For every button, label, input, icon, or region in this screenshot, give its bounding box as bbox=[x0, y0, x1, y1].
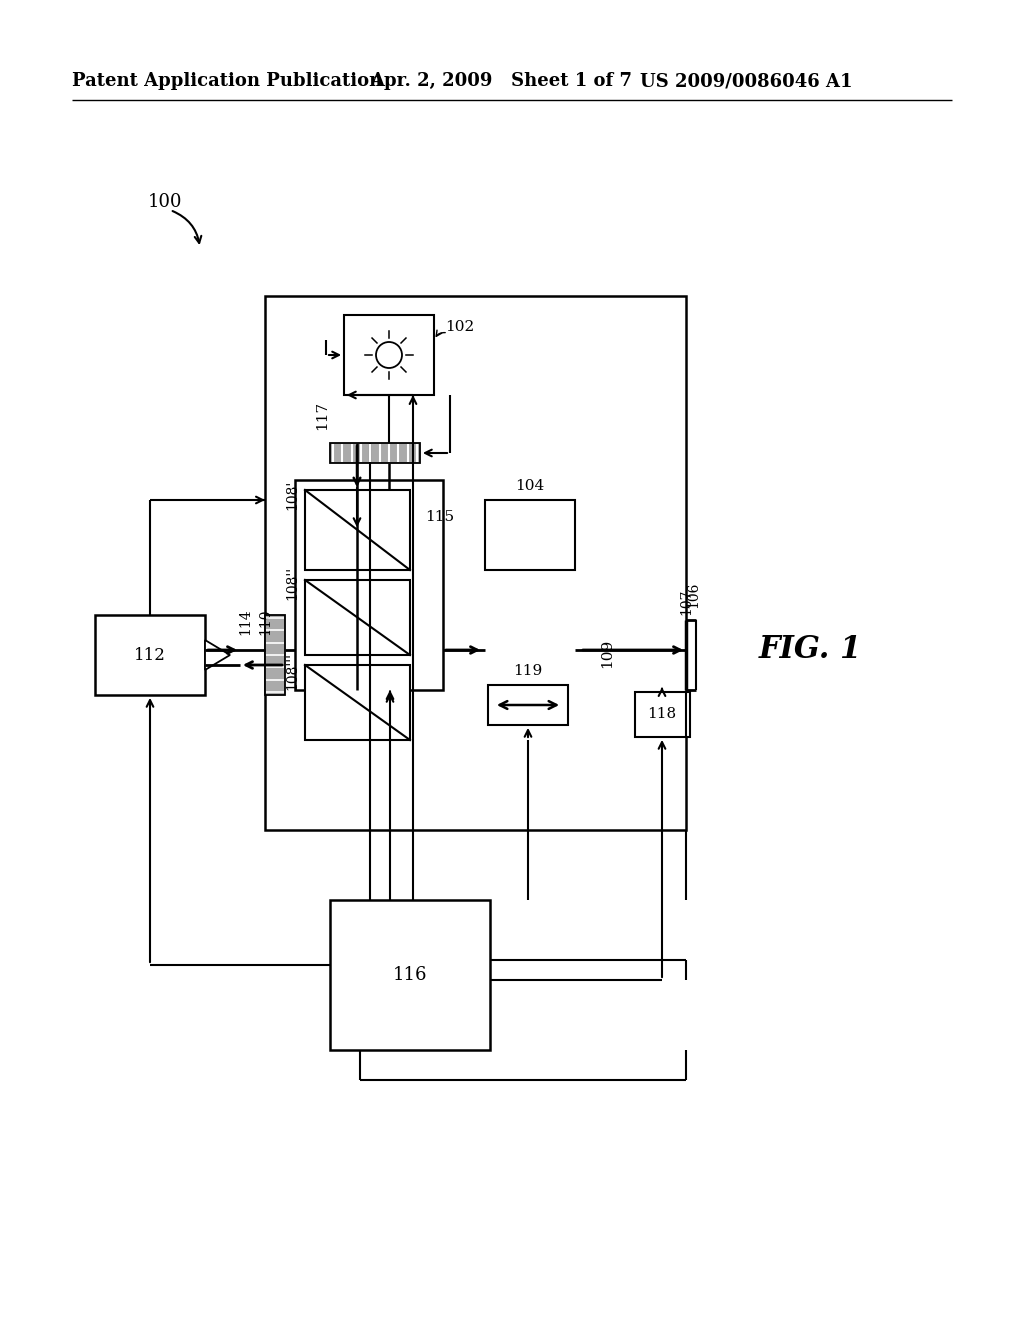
Text: 110: 110 bbox=[258, 609, 272, 635]
Bar bbox=[485, 500, 575, 570]
Bar bbox=[265, 615, 285, 696]
Bar bbox=[265, 296, 686, 830]
Bar bbox=[295, 480, 443, 690]
Text: 118: 118 bbox=[647, 708, 677, 721]
Text: 102: 102 bbox=[445, 319, 474, 334]
Bar bbox=[330, 900, 490, 1049]
Text: 107: 107 bbox=[679, 589, 693, 615]
Text: 100: 100 bbox=[148, 193, 182, 211]
Bar bbox=[305, 665, 410, 741]
Polygon shape bbox=[205, 640, 230, 671]
Text: 115: 115 bbox=[425, 510, 454, 524]
Text: 114: 114 bbox=[238, 609, 252, 635]
Bar bbox=[635, 692, 690, 737]
Text: Apr. 2, 2009   Sheet 1 of 7: Apr. 2, 2009 Sheet 1 of 7 bbox=[370, 73, 632, 90]
Text: US 2009/0086046 A1: US 2009/0086046 A1 bbox=[640, 73, 853, 90]
Text: 106: 106 bbox=[686, 582, 700, 609]
Bar bbox=[488, 685, 568, 725]
Bar bbox=[95, 615, 205, 696]
Text: 112: 112 bbox=[134, 647, 166, 664]
Text: 119: 119 bbox=[513, 664, 543, 678]
Text: 108'': 108'' bbox=[285, 566, 299, 601]
Bar bbox=[344, 315, 434, 395]
Text: FIG. 1: FIG. 1 bbox=[759, 635, 861, 665]
Text: 116: 116 bbox=[393, 966, 427, 983]
Bar bbox=[305, 579, 410, 655]
Text: 104: 104 bbox=[515, 479, 545, 492]
Text: 117: 117 bbox=[315, 401, 329, 430]
Text: 109: 109 bbox=[600, 639, 614, 668]
Text: Patent Application Publication: Patent Application Publication bbox=[72, 73, 382, 90]
Text: 108''': 108''' bbox=[285, 652, 299, 690]
Bar bbox=[305, 490, 410, 570]
Text: 108': 108' bbox=[285, 479, 299, 510]
Bar bbox=[330, 444, 420, 463]
